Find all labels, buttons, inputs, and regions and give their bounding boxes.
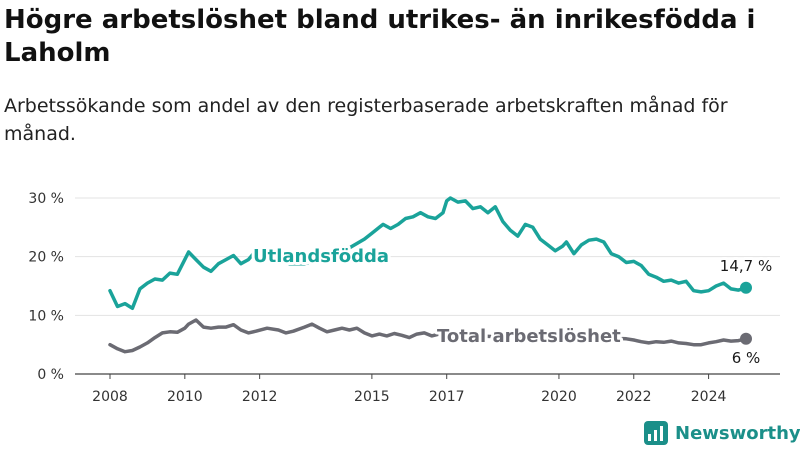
x-tick-label: 2015 bbox=[354, 389, 390, 405]
end-label-utlandsfodda: 14,7 % bbox=[720, 257, 772, 275]
chart-subtitle: Arbetssökande som andel av den registerb… bbox=[4, 95, 728, 145]
series-line-utlandsf-dda bbox=[108, 196, 748, 311]
x-tick-label: 2024 bbox=[691, 389, 727, 405]
y-tick-label: 20 % bbox=[28, 250, 64, 266]
x-tick-label: 2022 bbox=[616, 389, 652, 405]
x-tick-label: 2010 bbox=[167, 389, 203, 405]
brand-name: Newsworthy bbox=[675, 422, 800, 444]
y-tick-label: 10 % bbox=[28, 308, 64, 324]
series-labels: Utlandsfödda Total arbetslöshet 14,7 % 6 % bbox=[250, 243, 775, 370]
y-tick-label: 30 % bbox=[28, 191, 64, 207]
chart-title: Högre arbetslöshet bland utrikes- än inr… bbox=[4, 5, 756, 68]
series-label-total: Total arbetslöshet bbox=[437, 326, 621, 347]
newsworthy-logo-icon bbox=[644, 421, 668, 445]
end-point-total-arbetsl-shet bbox=[740, 332, 752, 345]
x-tick-label: 2012 bbox=[242, 389, 278, 405]
end-label-total: 6 % bbox=[732, 349, 761, 367]
newsworthy-logo: Newsworthy bbox=[644, 419, 800, 447]
y-axis-ticks: 0 % 10 % 20 % 30 % bbox=[28, 191, 64, 383]
series-line-total-arbetsl-shet bbox=[108, 318, 748, 354]
series-lines bbox=[108, 196, 752, 354]
end-point-utlandsf-dda bbox=[740, 281, 752, 294]
x-axis: 2008 2010 2012 2015 2017 2020 2022 2024 bbox=[75, 373, 780, 405]
x-tick-label: 2017 bbox=[429, 389, 465, 405]
y-tick-label: 0 % bbox=[37, 367, 64, 383]
x-tick-label: 2008 bbox=[92, 389, 128, 405]
series-label-utlandsfodda: Utlandsfödda bbox=[253, 246, 389, 267]
x-tick-label: 2020 bbox=[541, 389, 577, 405]
